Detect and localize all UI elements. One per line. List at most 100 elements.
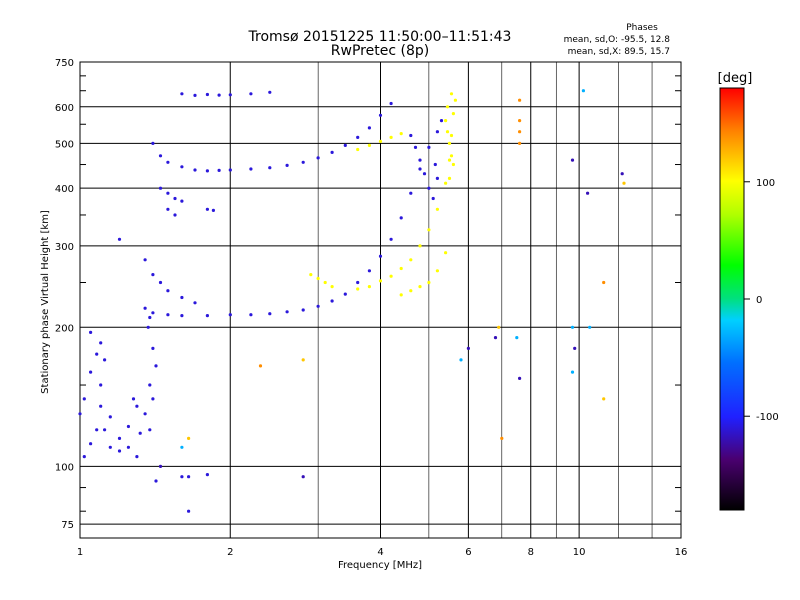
axis-ticks: 1 2 4 6 8 10 16 75 100 200 300 400 500 600 750 xyxy=(55,58,687,558)
data-point xyxy=(117,449,122,453)
data-point xyxy=(180,165,184,169)
data-point xyxy=(449,133,454,138)
data-point xyxy=(143,306,147,310)
data-point xyxy=(166,313,170,317)
data-point xyxy=(268,90,272,94)
data-point xyxy=(431,196,435,201)
phases-o-stats: mean, sd,O: -95.5, 12.8 xyxy=(564,35,671,45)
data-point xyxy=(447,176,452,180)
data-point xyxy=(158,186,163,190)
data-points xyxy=(78,89,626,513)
data-point xyxy=(570,370,575,374)
y-tick-label: 100 xyxy=(55,462,74,473)
data-point xyxy=(151,311,155,315)
data-point xyxy=(166,191,170,195)
data-point xyxy=(573,346,577,350)
data-point xyxy=(187,509,191,513)
data-point xyxy=(180,314,184,318)
data-point xyxy=(570,325,575,329)
x-tick-label: 16 xyxy=(675,547,688,558)
data-point xyxy=(367,285,371,289)
chart-title: Tromsø 20151225 11:50:00–11:51:43 xyxy=(248,29,512,45)
data-point xyxy=(108,415,112,419)
data-point xyxy=(409,191,413,195)
data-point xyxy=(466,346,470,350)
data-point xyxy=(99,383,103,387)
data-point xyxy=(205,473,209,477)
data-point xyxy=(228,313,232,317)
data-point xyxy=(180,199,184,203)
data-point xyxy=(99,404,103,408)
y-tick-label: 200 xyxy=(55,323,74,334)
data-point xyxy=(409,258,413,262)
x-tick-label: 1 xyxy=(77,547,83,558)
data-point xyxy=(444,181,448,185)
data-point xyxy=(180,92,184,96)
data-point xyxy=(82,397,86,401)
data-point xyxy=(447,158,452,162)
data-point xyxy=(148,315,152,320)
data-point xyxy=(173,213,177,217)
data-point xyxy=(323,280,327,285)
data-point xyxy=(427,145,431,149)
data-point xyxy=(518,130,522,134)
data-point xyxy=(581,89,586,93)
data-point xyxy=(367,269,371,273)
data-point xyxy=(89,442,93,446)
data-point xyxy=(418,244,422,248)
data-point xyxy=(211,208,215,212)
data-point xyxy=(268,166,272,170)
data-point xyxy=(180,475,184,479)
data-point xyxy=(422,172,427,176)
data-point xyxy=(285,310,289,314)
data-point xyxy=(95,352,99,356)
data-point xyxy=(413,145,418,149)
data-point xyxy=(622,181,626,185)
x-tick-label: 10 xyxy=(573,547,586,558)
data-point xyxy=(187,475,191,479)
data-point xyxy=(135,404,139,408)
data-point xyxy=(449,92,454,96)
data-point xyxy=(205,207,209,211)
data-point xyxy=(399,132,403,136)
data-point xyxy=(449,154,454,158)
colorbar-label: [deg] xyxy=(718,71,753,86)
chart-subtitle: RwPretec (8p) xyxy=(331,43,429,59)
data-point xyxy=(135,455,139,459)
data-point xyxy=(418,167,422,171)
data-point xyxy=(451,112,455,116)
y-tick-label: 500 xyxy=(55,139,74,150)
y-tick-label: 750 xyxy=(55,58,74,69)
data-point xyxy=(399,216,403,220)
data-point xyxy=(258,364,263,368)
data-point xyxy=(151,346,155,350)
data-point xyxy=(427,280,431,285)
data-point xyxy=(193,301,197,305)
data-point xyxy=(154,479,158,483)
x-tick-label: 4 xyxy=(377,547,383,558)
data-point xyxy=(378,113,383,117)
data-point xyxy=(378,139,383,143)
data-point xyxy=(143,258,147,262)
data-point xyxy=(367,143,371,147)
data-point xyxy=(620,172,624,176)
data-point xyxy=(356,280,360,285)
data-point xyxy=(301,308,305,312)
data-point xyxy=(108,445,112,449)
data-point xyxy=(166,160,170,164)
colorbar-tick-label: 100 xyxy=(756,178,775,189)
data-point xyxy=(217,168,221,172)
data-point xyxy=(427,228,431,232)
data-point xyxy=(445,130,450,134)
data-point xyxy=(367,126,371,130)
data-point xyxy=(154,364,158,368)
data-point xyxy=(389,237,393,241)
data-point xyxy=(151,141,155,145)
data-point xyxy=(586,191,590,195)
data-point xyxy=(285,163,289,167)
colorbar-ticks: 100 0 -100 xyxy=(744,178,779,423)
x-tick-label: 8 xyxy=(528,547,534,558)
data-point xyxy=(389,135,393,139)
data-point xyxy=(117,436,122,440)
data-point xyxy=(228,93,232,97)
